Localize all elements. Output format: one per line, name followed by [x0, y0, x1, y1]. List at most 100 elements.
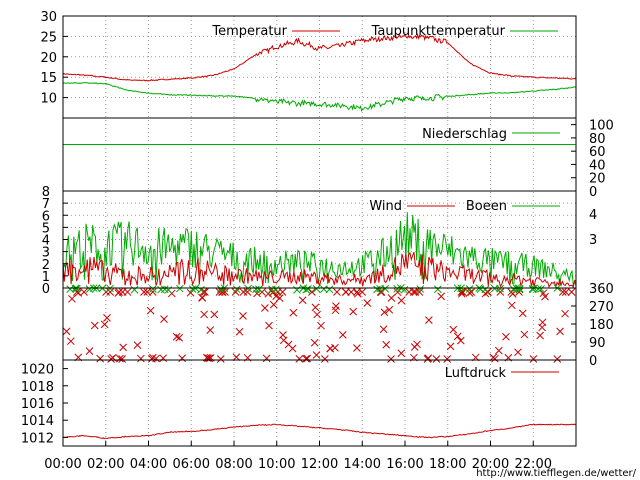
- gust-direction-point: [130, 285, 139, 294]
- wind-direction-point: [496, 288, 505, 296]
- wind-direction-point: [200, 310, 208, 319]
- wind-direction-point: [338, 331, 347, 339]
- wind-direction-point: [205, 354, 214, 363]
- wind-y-tick-label: 0: [42, 282, 50, 297]
- wind-y-tick-label: 3: [42, 246, 50, 261]
- gust-direction-point: [175, 284, 184, 293]
- gust-direction-point: [232, 285, 241, 294]
- wind-direction-point: [146, 306, 155, 315]
- wind-y-tick-label: 6: [42, 209, 50, 224]
- wind-direction-point: [536, 331, 544, 340]
- wind-direction-point: [453, 332, 462, 341]
- wind-direction-point: [118, 355, 127, 363]
- wind-direction-point: [331, 343, 339, 352]
- wind-direction-point: [415, 288, 424, 296]
- gust-direction-point: [393, 284, 402, 293]
- wind-direction-point: [312, 351, 321, 359]
- wind-direction-point: [66, 337, 75, 346]
- wind-direction-point: [495, 346, 503, 355]
- wind-direction-point: [553, 355, 562, 363]
- wind-direction-point: [397, 296, 406, 305]
- gust-direction-point: [272, 285, 280, 294]
- pressure-series: [62, 423, 577, 440]
- wind-y-tick-label: 8: [42, 185, 50, 200]
- wind-direction-point: [159, 354, 168, 363]
- x-tick-label: 06:00: [173, 457, 210, 472]
- gusts-series: [62, 212, 577, 286]
- wind-direction-point: [175, 333, 184, 342]
- wind-direction-point: [514, 348, 522, 357]
- gust-direction-point: [85, 285, 94, 294]
- rain-y-tick-label: 20: [589, 172, 606, 187]
- wind-direction-point: [449, 325, 458, 334]
- wind-direction-point: [358, 288, 367, 296]
- wind-direction-point: [106, 288, 115, 296]
- wind-direction-point: [508, 301, 516, 310]
- wind-direction-point: [279, 336, 288, 345]
- tick-layer: 1015202530020406080100012345678090180270…: [21, 10, 614, 472]
- wind-right-label-3: 3: [589, 233, 597, 248]
- wind-direction-point: [353, 289, 362, 298]
- gust-direction-point: [293, 286, 301, 294]
- wind-direction-point: [289, 308, 298, 317]
- wind-direction-point: [288, 344, 297, 353]
- wind-direction-point: [116, 354, 124, 363]
- pressure-y-tick-label: 1016: [21, 397, 54, 412]
- wind-direction-point: [387, 294, 396, 302]
- wind-direction-point: [405, 288, 414, 296]
- wind-direction-point: [538, 323, 546, 332]
- x-tick-label: 04:00: [130, 457, 167, 472]
- wind-direction-point: [100, 320, 109, 329]
- wind-direction-point: [446, 342, 455, 351]
- gust-direction-point: [373, 285, 381, 294]
- wind-direction-point: [143, 288, 152, 296]
- gust-direction-point: [515, 285, 524, 294]
- x-tick-label: 16:00: [386, 457, 423, 472]
- wind-direction-point: [518, 309, 527, 318]
- rain-y-tick-label: 80: [589, 132, 606, 147]
- dir-y-tick-label: 180: [589, 318, 614, 333]
- wind-direction-point: [201, 288, 209, 296]
- x-tick-label: 20:00: [472, 457, 509, 472]
- wind-direction-point: [96, 354, 105, 363]
- gust-direction-point: [255, 285, 263, 294]
- wind-y-tick-label: 4: [42, 234, 50, 249]
- wind-direction-point: [410, 343, 419, 351]
- wind-direction-point: [331, 306, 340, 315]
- legend-luftdruck-label: Luftdruck: [445, 366, 507, 381]
- wind-direction-point: [311, 303, 320, 312]
- gust-direction-point: [188, 285, 197, 293]
- x-tick-label: 08:00: [215, 457, 252, 472]
- rain-y-tick-label: 0: [589, 185, 597, 200]
- rain-y-tick-label: 60: [589, 145, 606, 160]
- wind-y-tick-label: 7: [42, 197, 50, 212]
- gust-direction-point: [416, 285, 425, 293]
- x-tick-label: 14:00: [344, 457, 381, 472]
- wind-direction-point: [310, 338, 319, 347]
- wind-direction-point: [363, 299, 372, 307]
- x-tick-label: 22:00: [515, 457, 552, 472]
- wind-direction-point: [333, 288, 341, 296]
- wind-direction-point: [303, 354, 312, 363]
- legend-boeen-label: Boeen: [466, 199, 507, 214]
- wind-direction-point: [308, 288, 316, 296]
- wind-direction-point: [561, 309, 569, 318]
- wind-direction-point: [385, 305, 394, 314]
- wind-direction-point: [90, 321, 99, 330]
- legend-niederschlag-label: Niederschlag: [422, 127, 507, 142]
- source-url[interactable]: http://www.tiefflegen.de/wetter/: [476, 468, 636, 479]
- temperature-series: [62, 33, 577, 82]
- wind-direction-point: [239, 312, 247, 320]
- temp-y-tick-label: 25: [40, 30, 57, 45]
- wind-direction-point: [148, 288, 157, 296]
- dir-y-tick-label: 360: [589, 282, 614, 297]
- gust-direction-point: [537, 285, 545, 293]
- x-tick-label: 10:00: [258, 457, 295, 472]
- legend-wind-label: Wind: [369, 199, 402, 214]
- wind-direction-point: [269, 300, 278, 309]
- wind-direction-point: [437, 292, 446, 301]
- wind-direction-point: [491, 354, 499, 363]
- wind-y-tick-label: 5: [42, 221, 50, 236]
- gust-direction-point: [244, 284, 253, 293]
